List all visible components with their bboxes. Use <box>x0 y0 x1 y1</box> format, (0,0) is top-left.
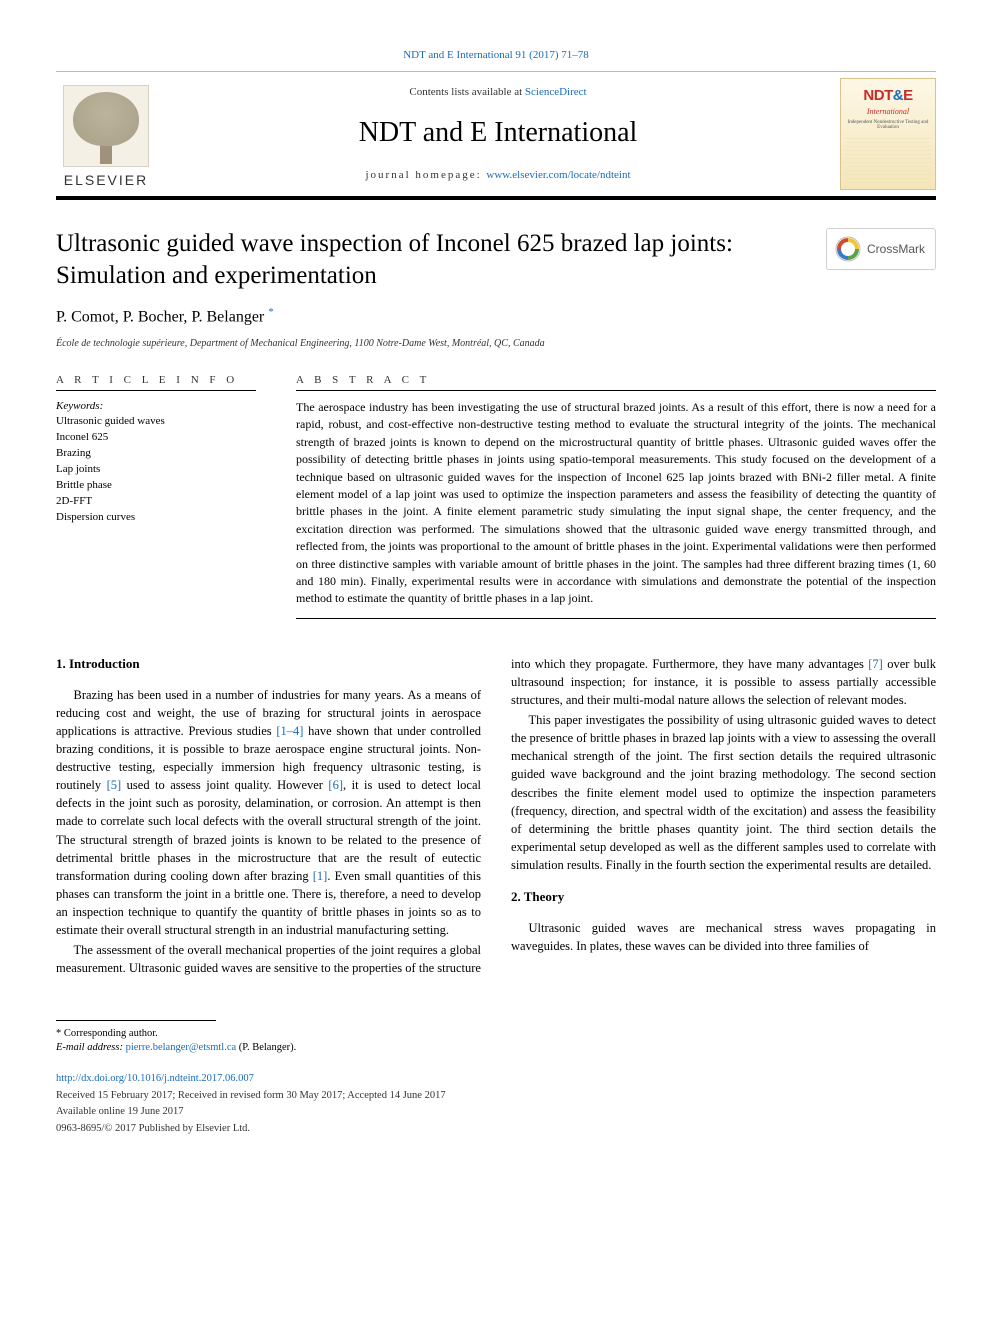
elsevier-logo[interactable]: ELSEVIER <box>56 78 156 190</box>
masthead: ELSEVIER Contents lists available at Sci… <box>56 78 936 190</box>
copyright-line: 0963-8695/© 2017 Published by Elsevier L… <box>56 1122 936 1137</box>
email-label: E-mail address: <box>56 1042 123 1053</box>
homepage-link[interactable]: www.elsevier.com/locate/ndteint <box>486 169 630 181</box>
cover-title: NDT&E <box>845 85 931 106</box>
keyword: 2D-FFT <box>56 494 256 510</box>
corresponding-mark[interactable]: * <box>268 306 274 318</box>
cover-subtitle: International <box>845 106 931 117</box>
footnote-rule <box>56 1020 216 1021</box>
sciencedirect-link[interactable]: ScienceDirect <box>525 86 587 98</box>
article-info-column: A R T I C L E I N F O Keywords: Ultrason… <box>56 373 256 619</box>
keyword: Inconel 625 <box>56 430 256 446</box>
top-rule <box>56 71 936 72</box>
keyword: Brazing <box>56 446 256 462</box>
body-paragraph: Brazing has been used in a number of ind… <box>56 686 481 940</box>
crossmark-icon <box>835 236 861 262</box>
email-line: E-mail address: pierre.belanger@etsmtl.c… <box>56 1041 936 1056</box>
keyword: Dispersion curves <box>56 510 256 526</box>
contents-line: Contents lists available at ScienceDirec… <box>174 85 822 100</box>
homepage-line: journal homepage: www.elsevier.com/locat… <box>174 168 822 183</box>
keyword: Lap joints <box>56 462 256 478</box>
citation-link[interactable]: [6] <box>328 778 343 792</box>
doi-link[interactable]: http://dx.doi.org/10.1016/j.ndteint.2017… <box>56 1072 936 1087</box>
keywords-heading: Keywords: <box>56 399 256 414</box>
article-history: Received 15 February 2017; Received in r… <box>56 1089 936 1104</box>
email-link[interactable]: pierre.belanger@etsmtl.ca <box>126 1042 237 1053</box>
homepage-prefix: journal homepage: <box>366 169 487 181</box>
citation-link[interactable]: [1–4] <box>276 724 303 738</box>
abstract-column: A B S T R A C T The aerospace industry h… <box>296 373 936 619</box>
masthead-center: Contents lists available at ScienceDirec… <box>174 85 822 183</box>
section-heading-theory: 2. Theory <box>511 888 936 907</box>
abstract-bottom-rule <box>296 618 936 619</box>
keyword: Brittle phase <box>56 478 256 494</box>
contents-prefix: Contents lists available at <box>409 86 524 98</box>
cover-tagline: Independent Nondestructive Testing and E… <box>845 120 931 131</box>
footnotes: * Corresponding author. E-mail address: … <box>56 1020 936 1137</box>
title-row: Ultrasonic guided wave inspection of Inc… <box>56 228 936 291</box>
elsevier-tree-icon <box>63 85 149 167</box>
cover-art-stub <box>845 135 931 184</box>
email-attribution: (P. Belanger). <box>236 1042 296 1053</box>
body-paragraph: Ultrasonic guided waves are mechanical s… <box>511 919 936 955</box>
authors: P. Comot, P. Bocher, P. Belanger * <box>56 305 936 329</box>
keywords-list: Ultrasonic guided waves Inconel 625 Braz… <box>56 414 256 526</box>
keyword: Ultrasonic guided waves <box>56 414 256 430</box>
article-title: Ultrasonic guided wave inspection of Inc… <box>56 228 808 291</box>
article-info-label: A R T I C L E I N F O <box>56 373 256 388</box>
affiliation: École de technologie supérieure, Departm… <box>56 337 936 351</box>
crossmark-badge[interactable]: CrossMark <box>826 228 936 270</box>
crossmark-label: CrossMark <box>867 241 925 258</box>
journal-name: NDT and E International <box>174 113 822 152</box>
citation-link[interactable]: [5] <box>107 778 122 792</box>
abstract-rule <box>296 390 936 391</box>
body-columns: 1. Introduction Brazing has been used in… <box>56 655 936 978</box>
citation-link[interactable]: [1] <box>313 869 328 883</box>
section-heading-intro: 1. Introduction <box>56 655 481 674</box>
elsevier-wordmark: ELSEVIER <box>64 171 148 191</box>
info-abstract-block: A R T I C L E I N F O Keywords: Ultrason… <box>56 373 936 619</box>
author-list: P. Comot, P. Bocher, P. Belanger <box>56 308 264 325</box>
citation-link[interactable]: [7] <box>868 657 883 671</box>
available-online: Available online 19 June 2017 <box>56 1105 936 1120</box>
heavy-rule <box>56 196 936 200</box>
running-head-link[interactable]: NDT and E International 91 (2017) 71–78 <box>403 49 589 61</box>
corresponding-author-note: * Corresponding author. <box>56 1027 936 1042</box>
abstract-label: A B S T R A C T <box>296 373 936 388</box>
journal-cover-thumbnail[interactable]: NDT&E International Independent Nondestr… <box>840 78 936 190</box>
running-head: NDT and E International 91 (2017) 71–78 <box>56 48 936 63</box>
info-rule <box>56 390 256 391</box>
abstract-text: The aerospace industry has been investig… <box>296 399 936 608</box>
body-paragraph: This paper investigates the possibility … <box>511 711 936 874</box>
